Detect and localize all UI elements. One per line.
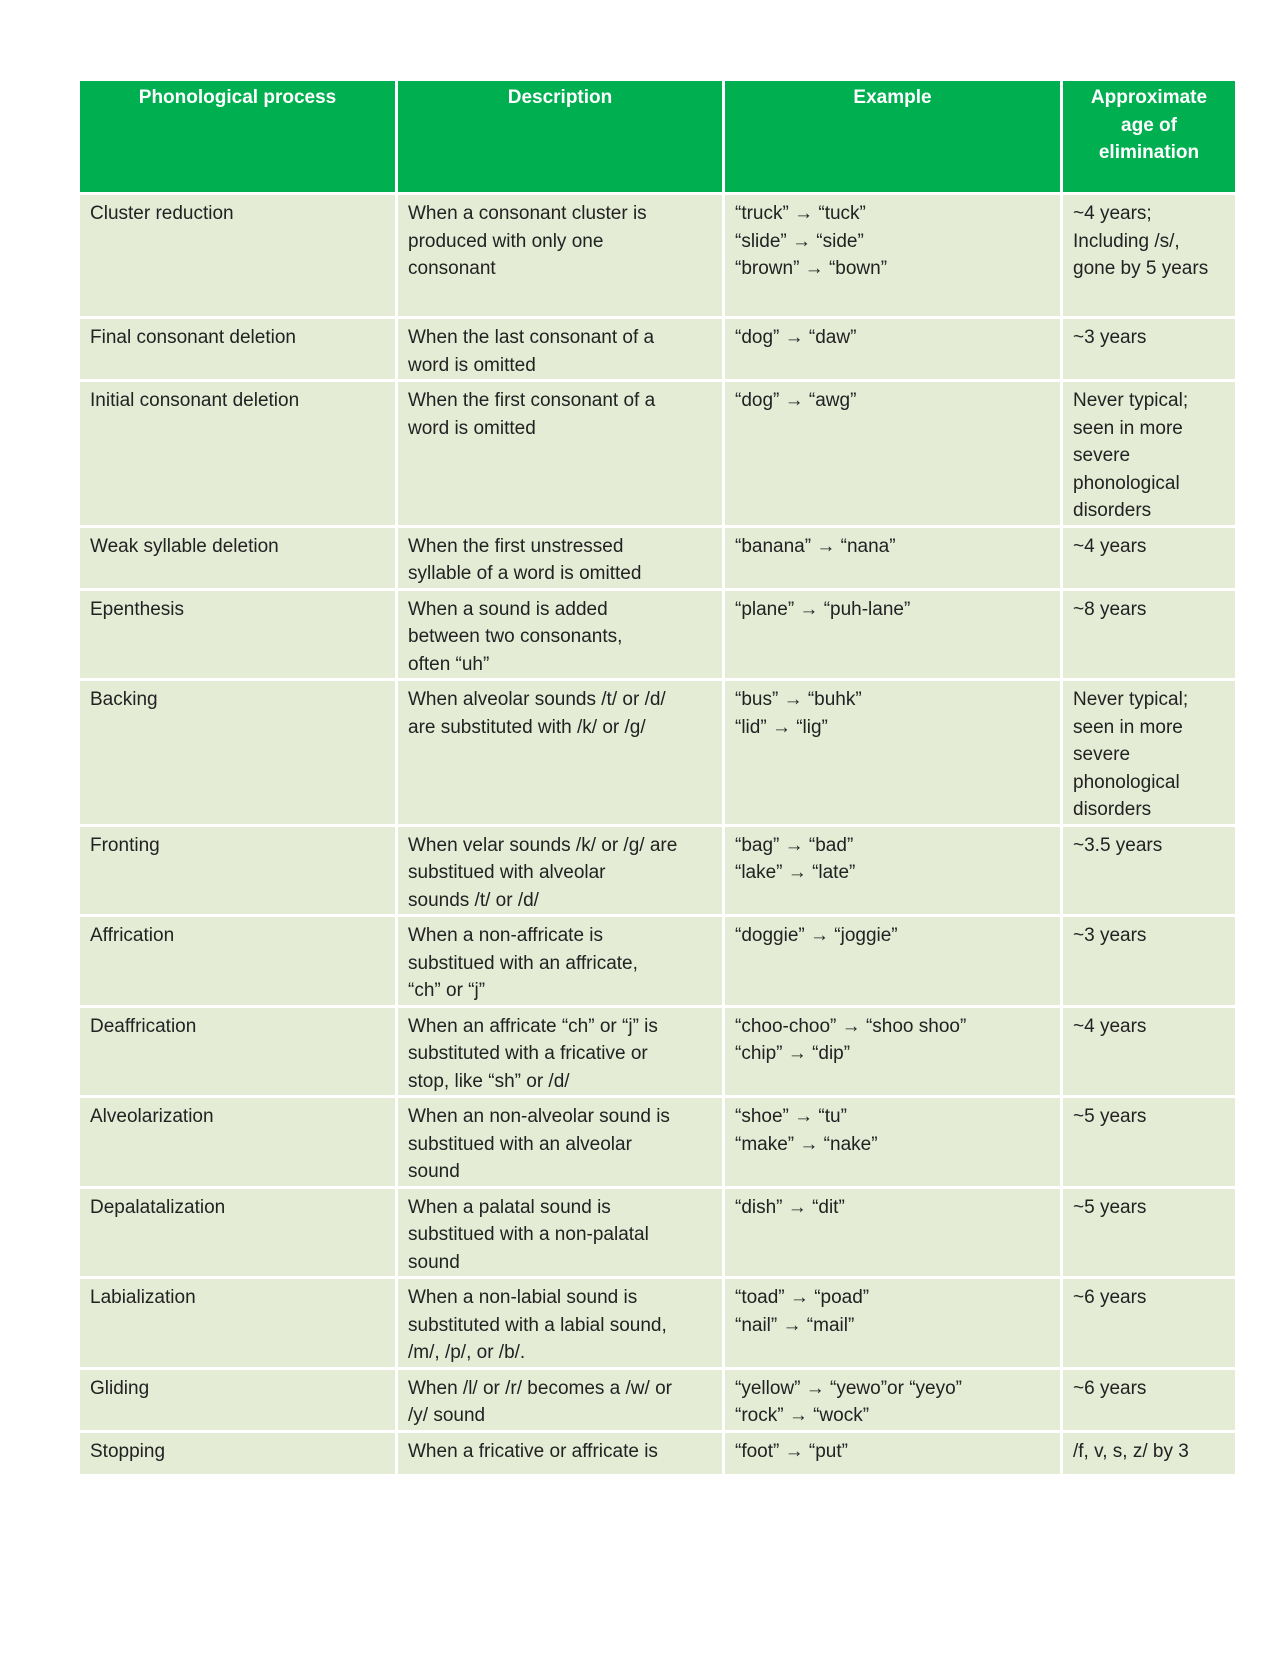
cell-process: Stopping [77,1429,398,1477]
cell-description: When a consonant cluster is produced wit… [395,192,725,319]
cell-example: “shoe” → “tu” “make” → “nake” [722,1095,1063,1189]
table-row: Alveolarization When an non-alveolar soun… [77,1095,1238,1189]
table-row: Depalatalization When a palatal sound is … [77,1185,1238,1279]
cell-example: “dog” → “awg” [722,379,1063,528]
cell-description: When the first unstressed syllable of a … [395,524,725,591]
table-row: Stopping When a fricative or affricate is… [77,1429,1238,1477]
cell-example: “dog” → “daw” [722,316,1063,382]
cell-process: Weak syllable deletion [77,524,398,591]
table-row: Epenthesis When a sound is added between … [77,587,1238,681]
cell-age: ~6 years [1060,1276,1238,1370]
cell-example: “choo-choo” → “shoo shoo” “chip” → “dip” [722,1004,1063,1098]
cell-example: “dish” → “dit” [722,1185,1063,1279]
cell-example: “truck” → “tuck” “slide” → “side” “brown… [722,192,1063,319]
cell-description: When /l/ or /r/ becomes a /w/ or /y/ sou… [395,1366,725,1433]
header-example: Example [722,78,1063,195]
cell-example: “foot” → “put” [722,1429,1063,1477]
cell-age: ~6 years [1060,1366,1238,1433]
cell-process: Epenthesis [77,587,398,681]
cell-example: “plane” → “puh-lane” [722,587,1063,681]
cell-age: ~3 years [1060,914,1238,1008]
cell-process: Alveolarization [77,1095,398,1189]
cell-example: “bus” → “buhk” “lid” → “lig” [722,678,1063,827]
cell-description: When an affricate “ch” or “j” is substit… [395,1004,725,1098]
cell-process: Initial consonant deletion [77,379,398,528]
cell-process: Final consonant deletion [77,316,398,382]
table-row: Deaffrication When an affricate “ch” or “… [77,1004,1238,1098]
header-process: Phonological process [77,78,398,195]
cell-age: ~4 years; Including /s/, gone by 5 years [1060,192,1238,319]
cell-description: When velar sounds /k/ or /g/ are substit… [395,823,725,917]
table-row: Gliding When /l/ or /r/ becomes a /w/ or … [77,1366,1238,1433]
cell-process: Deaffrication [77,1004,398,1098]
header-age: Approximate age of elimination [1060,78,1238,195]
cell-description: When alveolar sounds /t/ or /d/ are subs… [395,678,725,827]
cell-process: Cluster reduction [77,192,398,319]
cell-description: When a palatal sound is substitued with … [395,1185,725,1279]
cell-process: Gliding [77,1366,398,1433]
cell-age: ~5 years [1060,1185,1238,1279]
cell-process: Backing [77,678,398,827]
cell-description: When a non-affricate is substitued with … [395,914,725,1008]
cell-age: ~4 years [1060,524,1238,591]
cell-age: Never typical; seen in more severe phono… [1060,379,1238,528]
table-row: Fronting When velar sounds /k/ or /g/ are… [77,823,1238,917]
header-row: Phonological process Description Example… [77,78,1238,195]
cell-process: Labialization [77,1276,398,1370]
cell-process: Fronting [77,823,398,917]
cell-description: When a non-labial sound is substituted w… [395,1276,725,1370]
cell-example: “bag” → “bad” “lake” → “late” [722,823,1063,917]
table-row: Cluster reduction When a consonant cluste… [77,192,1238,319]
phonological-processes-table: Phonological process Description Example… [77,78,1238,1477]
cell-age: ~3 years [1060,316,1238,382]
cell-example: “yellow” → “yewo”or “yeyo” “rock” → “woc… [722,1366,1063,1433]
cell-age: ~3.5 years [1060,823,1238,917]
header-description: Description [395,78,725,195]
cell-description: When an non-alveolar sound is substitued… [395,1095,725,1189]
table-row: Final consonant deletion When the last co… [77,316,1238,382]
cell-example: “banana” → “nana” [722,524,1063,591]
cell-age: ~5 years [1060,1095,1238,1189]
cell-example: “doggie” → “joggie” [722,914,1063,1008]
cell-example: “toad” → “poad” “nail” → “mail” [722,1276,1063,1370]
table-row: Initial consonant deletion When the first… [77,379,1238,528]
cell-age: Never typical; seen in more severe phono… [1060,678,1238,827]
cell-process: Depalatalization [77,1185,398,1279]
cell-description: When the first consonant of a word is om… [395,379,725,528]
cell-description: When the last consonant of a word is omi… [395,316,725,382]
cell-age: ~4 years [1060,1004,1238,1098]
table-row: Labialization When a non-labial sound is … [77,1276,1238,1370]
table-row: Weak syllable deletion When the first uns… [77,524,1238,591]
table-row: Backing When alveolar sounds /t/ or /d/ a… [77,678,1238,827]
cell-description: When a fricative or affricate is [395,1429,725,1477]
cell-age: ~8 years [1060,587,1238,681]
cell-process: Affrication [77,914,398,1008]
cell-age: /f, v, s, z/ by 3 [1060,1429,1238,1477]
cell-description: When a sound is added between two conson… [395,587,725,681]
table-row: Affrication When a non-affricate is subst… [77,914,1238,1008]
